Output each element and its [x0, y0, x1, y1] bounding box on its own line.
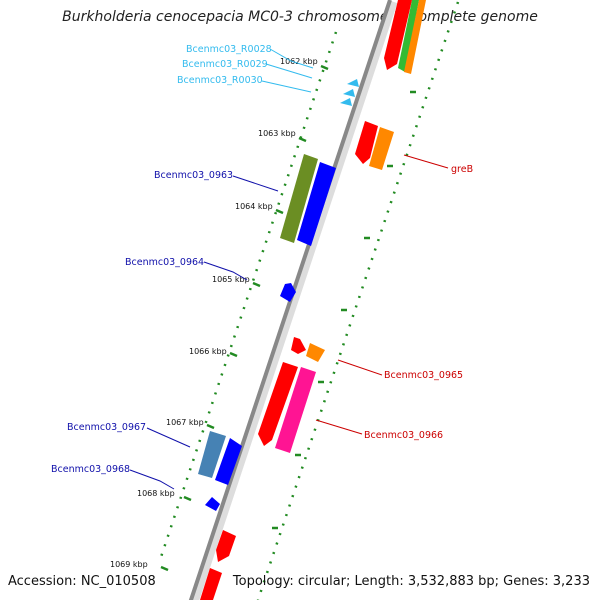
scale-tick — [252, 281, 261, 288]
scale-label: 1069 kbp — [110, 560, 148, 569]
gene-arrow[interactable] — [291, 337, 306, 354]
label-connector — [129, 469, 175, 490]
label-connector — [203, 261, 248, 281]
label-connector — [315, 419, 363, 435]
scale-labels: 1062 kbp 1063 kbp 1064 kbp 1065 kbp 1066… — [110, 57, 318, 569]
scale-tick — [298, 136, 307, 143]
gene-arrow[interactable] — [280, 154, 318, 243]
gene-arrow[interactable] — [404, 0, 426, 74]
gene-arrow[interactable] — [216, 530, 236, 562]
scale-label: 1068 kbp — [137, 489, 175, 498]
gene-label-r0030[interactable]: Bcenmc03_R0030 — [177, 75, 263, 86]
trna-arrow[interactable] — [340, 98, 352, 106]
scale-tick — [320, 64, 329, 71]
gene-label-0964[interactable]: Bcenmc03_0964 — [125, 257, 204, 268]
scale-tick — [275, 208, 284, 215]
label-connector — [403, 154, 449, 169]
scale-label: 1062 kbp — [280, 57, 318, 66]
label-connector — [146, 427, 191, 448]
label-connector — [269, 48, 314, 69]
scale-tick — [206, 423, 215, 430]
scale-tick — [160, 565, 169, 572]
gene-arrow[interactable] — [198, 431, 226, 478]
gene-label-r0029[interactable]: Bcenmc03_R0029 — [182, 59, 268, 70]
gene-arrow[interactable] — [355, 121, 378, 164]
gene-arrow[interactable] — [398, 0, 419, 72]
gene-label-0965[interactable]: Bcenmc03_0965 — [384, 370, 463, 381]
label-connector — [337, 359, 383, 376]
gene-arrow[interactable] — [297, 162, 336, 246]
label-connector — [265, 63, 313, 79]
gene-arrow[interactable] — [200, 568, 222, 600]
gene-arrow[interactable] — [384, 0, 412, 70]
gene-arrow[interactable] — [215, 438, 242, 485]
gene-arrow[interactable] — [306, 343, 325, 362]
scale-tick — [229, 351, 238, 358]
scale-label: 1064 kbp — [235, 202, 273, 211]
scale-label: 1063 kbp — [258, 129, 296, 138]
accession-text: Accession: NC_010508 — [8, 574, 156, 589]
label-connector — [261, 80, 312, 93]
genome-summary-text: Topology: circular; Length: 3,532,883 bp… — [232, 574, 590, 589]
gene-label-greB[interactable]: greB — [451, 164, 473, 175]
trna-arrow[interactable] — [343, 89, 355, 97]
gene-label-r0028[interactable]: Bcenmc03_R0028 — [186, 44, 272, 55]
scale-tick — [183, 495, 192, 502]
gene-label-0966[interactable]: Bcenmc03_0966 — [364, 430, 443, 441]
gene-arrow[interactable] — [205, 497, 220, 511]
gene-arrow[interactable] — [280, 283, 296, 302]
gene-arrow[interactable] — [258, 362, 298, 446]
trna-arrow[interactable] — [347, 79, 359, 87]
scale-label: 1067 kbp — [166, 418, 204, 427]
gene-label-0967[interactable]: Bcenmc03_0967 — [67, 422, 146, 433]
gene-label-0968[interactable]: Bcenmc03_0968 — [51, 464, 130, 475]
backbone-shadow — [191, 0, 398, 600]
scale-label: 1066 kbp — [189, 347, 227, 356]
gene-label-0963[interactable]: Bcenmc03_0963 — [154, 170, 233, 181]
gene-arrow[interactable] — [369, 127, 394, 170]
label-connector — [232, 175, 279, 192]
scale-ticks — [160, 64, 416, 572]
left-dotted-track — [158, 31, 338, 561]
gene-arrow[interactable] — [275, 367, 316, 453]
scale-label: 1065 kbp — [212, 275, 250, 284]
